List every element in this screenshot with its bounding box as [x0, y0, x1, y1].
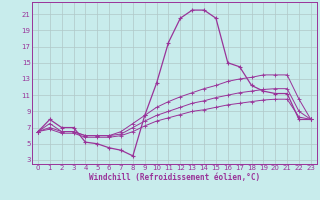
X-axis label: Windchill (Refroidissement éolien,°C): Windchill (Refroidissement éolien,°C) — [89, 173, 260, 182]
